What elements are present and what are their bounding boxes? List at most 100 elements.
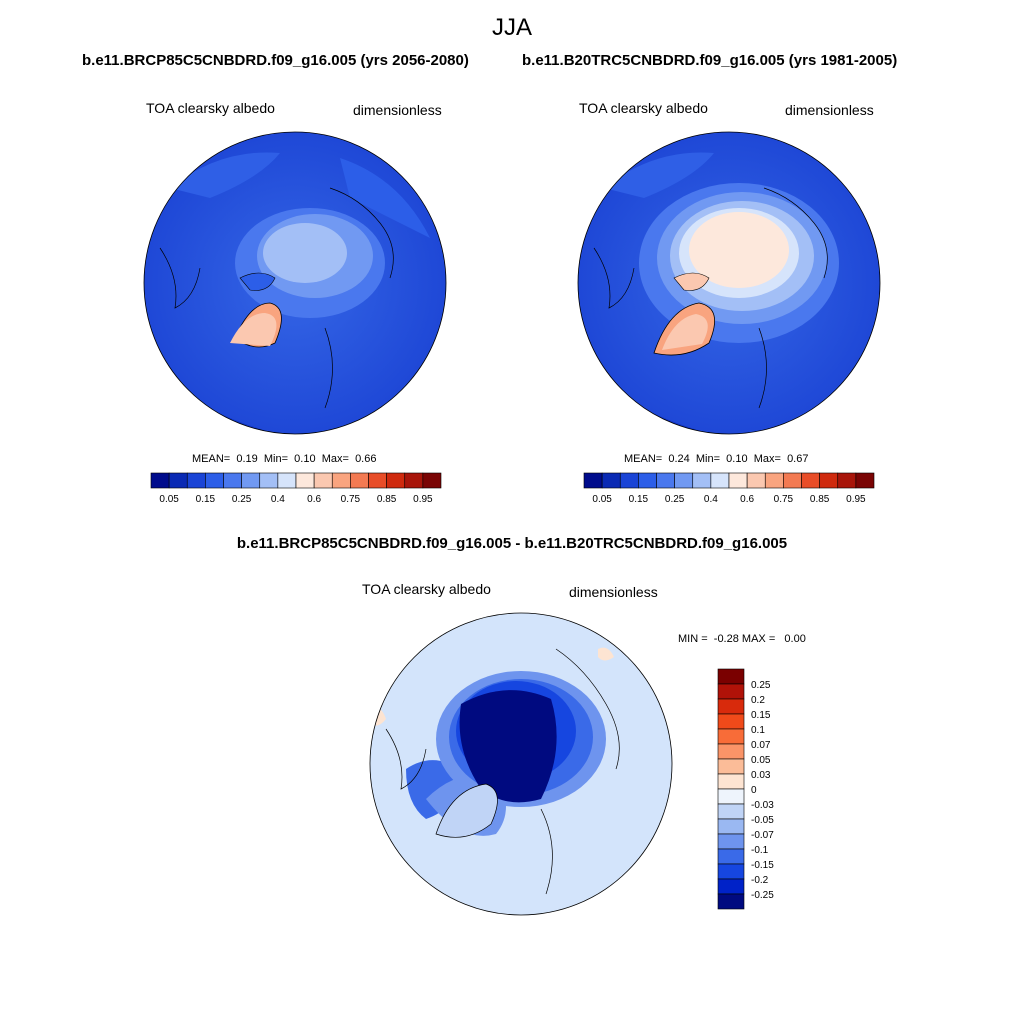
colorbar-swatch (717, 698, 745, 715)
right-case-title: b.e11.B20TRC5CNBDRD.f09_g16.005 (yrs 198… (522, 52, 898, 69)
colorbar-swatch (717, 773, 745, 790)
colorbar-swatch (277, 472, 297, 489)
colorbar-swatch (801, 472, 820, 489)
diff-max-value: 0.00 (784, 633, 806, 645)
colorbar-tick-label: 0.95 (413, 494, 433, 505)
colorbar-swatch (186, 472, 206, 489)
right-mean-value: 0.24 (668, 453, 690, 465)
colorbar-swatch (717, 803, 745, 820)
colorbar-tick-label: 0.05 (592, 494, 612, 505)
left-min-value: 0.10 (294, 453, 316, 465)
colorbar-swatch (368, 472, 387, 489)
colorbar-tick-label: 0.85 (810, 494, 830, 505)
colorbar-swatch (717, 728, 745, 745)
colorbar-tick-label: 0.4 (704, 494, 718, 505)
colorbar-swatch (783, 472, 802, 489)
right-min-value: 0.10 (726, 453, 748, 465)
colorbar-swatch (583, 472, 603, 489)
colorbar-tick-label: 0 (751, 785, 757, 796)
colorbar-swatch (710, 472, 730, 489)
colorbar-tick-label: 0.4 (271, 494, 285, 505)
colorbar-tick-label: -0.2 (751, 875, 769, 886)
colorbar-swatch (728, 472, 748, 489)
left-variable-label: TOA clearsky albedo (146, 100, 275, 116)
colorbar-swatch (819, 472, 839, 489)
colorbar-swatch (717, 893, 745, 910)
diff-stats: MIN = -0.28 MAX = 0.00 (678, 633, 806, 645)
colorbar-swatch (150, 472, 170, 489)
colorbar-tick-label: 0.75 (774, 494, 794, 505)
colorbar-swatch (717, 713, 745, 730)
diff-polar-map (369, 612, 673, 916)
colorbar-tick-label: 0.15 (629, 494, 649, 505)
colorbar-tick-label: 0.85 (377, 494, 397, 505)
colorbar-swatch (295, 472, 315, 489)
colorbar-tick-label: -0.25 (751, 890, 774, 901)
colorbar-swatch (168, 472, 188, 489)
left-stats: MEAN= 0.19 Min= 0.10 Max= 0.66 (192, 453, 377, 465)
colorbar-tick-label: 0.15 (196, 494, 216, 505)
colorbar-tick-label: -0.07 (751, 830, 774, 841)
colorbar-tick-label: -0.03 (751, 800, 774, 811)
left-colorbar: 0.05 0.15 0.25 0.4 0.6 0.75 0.85 0.95 (150, 472, 442, 505)
season-title: JJA (491, 14, 532, 41)
colorbar-swatch (223, 472, 242, 489)
colorbar-swatch (717, 788, 745, 805)
colorbar-swatch (205, 472, 224, 489)
colorbar-swatch (717, 878, 745, 895)
colorbar-tick-label: 0.95 (846, 494, 866, 505)
right-max-value: 0.67 (787, 453, 809, 465)
colorbar-tick-label: 0.75 (341, 494, 361, 505)
colorbar-swatch (746, 472, 766, 489)
colorbar-tick-label: 0.05 (751, 755, 771, 766)
right-polar-map (577, 131, 881, 435)
colorbar-tick-label: 0.25 (232, 494, 252, 505)
left-units-label: dimensionless (353, 102, 442, 118)
colorbar-tick-label: 0.1 (751, 725, 765, 736)
colorbar-tick-label: 0.25 (751, 680, 771, 691)
colorbar-swatch (717, 848, 745, 865)
left-max-value: 0.66 (355, 453, 377, 465)
colorbar-swatch (422, 472, 442, 489)
colorbar-swatch (717, 818, 745, 835)
right-stats: MEAN= 0.24 Min= 0.10 Max= 0.67 (624, 453, 809, 465)
colorbar-swatch (717, 758, 745, 775)
colorbar-swatch (855, 472, 875, 489)
diff-units-label: dimensionless (569, 584, 658, 600)
colorbar-swatch (404, 472, 424, 489)
diff-colorbar: 0.25 0.2 0.15 0.1 0.07 0.05 0.03 0 -0.03 -0.05 -0.… (717, 668, 774, 910)
colorbar-swatch (619, 472, 639, 489)
colorbar-swatch (638, 472, 657, 489)
right-variable-label: TOA clearsky albedo (579, 100, 708, 116)
colorbar-tick-label: 0.03 (751, 770, 771, 781)
colorbar-tick-label: 0.6 (307, 494, 321, 505)
colorbar-swatch (350, 472, 369, 489)
colorbar-tick-label: 0.25 (665, 494, 685, 505)
colorbar-swatch (717, 833, 745, 850)
right-units-label: dimensionless (785, 102, 874, 118)
diff-variable-label: TOA clearsky albedo (362, 581, 491, 597)
colorbar-swatch (241, 472, 261, 489)
colorbar-tick-label: 0.07 (751, 740, 771, 751)
colorbar-swatch (674, 472, 694, 489)
left-polar-map (143, 131, 447, 435)
colorbar-tick-label: 0.6 (740, 494, 754, 505)
colorbar-tick-label: 0.2 (751, 695, 765, 706)
colorbar-tick-label: -0.15 (751, 860, 774, 871)
colorbar-swatch (692, 472, 712, 489)
right-colorbar: 0.05 0.15 0.25 0.4 0.6 0.75 0.85 0.95 (583, 472, 875, 505)
colorbar-swatch (601, 472, 621, 489)
colorbar-swatch (717, 668, 745, 685)
colorbar-swatch (331, 472, 351, 489)
colorbar-swatch (656, 472, 675, 489)
colorbar-tick-label: -0.1 (751, 845, 769, 856)
diff-case-title: b.e11.BRCP85C5CNBDRD.f09_g16.005 - b.e11… (236, 535, 788, 552)
colorbar-swatch (313, 472, 333, 489)
colorbar-tick-label: 0.15 (751, 710, 771, 721)
colorbar-swatch (837, 472, 857, 489)
colorbar-swatch (717, 743, 745, 760)
left-case-title: b.e11.BRCP85C5CNBDRD.f09_g16.005 (yrs 20… (82, 52, 469, 69)
colorbar-tick-label: -0.05 (751, 815, 774, 826)
colorbar-swatch (386, 472, 406, 489)
left-mean-value: 0.19 (236, 453, 258, 465)
